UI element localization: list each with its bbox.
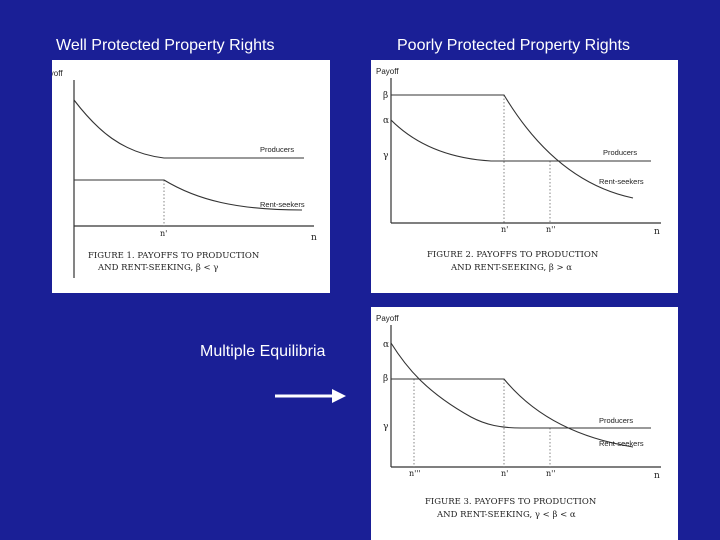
- rent-seekers-label: Rent-seekers: [599, 177, 644, 186]
- figure-2-panel: Payoff n β α γ n' n'' Producers Rent-see…: [371, 60, 678, 293]
- figure-3-panel: Payoff n α β γ n''' n' n'' Producers Ren…: [371, 307, 678, 540]
- figure-3-caption-line-1: FIGURE 3. PAYOFFS TO PRODUCTION: [425, 497, 597, 507]
- tick-beta: β: [383, 374, 388, 384]
- rent-seekers-label: Rent-seekers: [260, 200, 305, 209]
- producers-label: Producers: [260, 145, 294, 154]
- tick-alpha: α: [383, 340, 389, 350]
- heading-multiple-equilibria: Multiple Equilibria: [200, 343, 326, 360]
- tick-n-prime: n': [501, 469, 508, 478]
- tick-gamma: γ: [383, 422, 388, 432]
- figure-3-diagram: Payoff n α β γ n''' n' n'' Producers Ren…: [376, 314, 661, 520]
- producers-curve: [390, 119, 651, 162]
- producers-curve: [73, 99, 304, 159]
- figure-2-caption-line-1: FIGURE 2. PAYOFFS TO PRODUCTION: [427, 250, 599, 260]
- figure-3-caption-line-2: AND RENT-SEEKING, γ < β < α: [436, 510, 576, 520]
- y-axis-label: Payoff: [376, 67, 399, 76]
- figure-1-caption-line-1: FIGURE 1. PAYOFFS TO PRODUCTION: [88, 251, 260, 261]
- heading-well-protected: Well Protected Property Rights: [56, 37, 275, 54]
- figure-1-diagram: Payoff n α γ β n' Producers Rent-seekers…: [52, 69, 317, 278]
- tick-n-prime: n': [501, 225, 508, 234]
- figure-2-caption-line-2: AND RENT-SEEKING, β > α: [450, 263, 572, 273]
- y-axis-label: Payoff: [52, 69, 63, 78]
- x-axis-label: n: [654, 471, 660, 481]
- x-axis-label: n: [654, 227, 660, 237]
- x-axis-label: n: [311, 233, 317, 243]
- figure-1-panel: Payoff n α γ β n' Producers Rent-seekers…: [52, 60, 330, 293]
- rent-seekers-label: Rent-seekers: [599, 439, 644, 448]
- rent-seekers-curve: [391, 94, 634, 199]
- producers-label: Producers: [603, 148, 637, 157]
- tick-n-double-prime: n'': [546, 225, 556, 234]
- tick-n-prime: n': [160, 229, 167, 238]
- tick-n-triple-prime: n''': [409, 469, 421, 478]
- tick-beta: β: [383, 91, 388, 101]
- figure-1-caption-line-2: AND RENT-SEEKING, β < γ: [97, 263, 218, 273]
- tick-gamma: γ: [383, 151, 388, 161]
- rent-seekers-curve: [391, 378, 634, 448]
- tick-n-double-prime: n'': [546, 469, 556, 478]
- producers-label: Producers: [599, 416, 633, 425]
- rent-seekers-curve: [74, 179, 303, 211]
- right-arrow-icon: [275, 389, 346, 403]
- producers-curve: [390, 342, 651, 429]
- tick-alpha: α: [383, 116, 389, 126]
- figure-2-diagram: Payoff n β α γ n' n'' Producers Rent-see…: [376, 67, 661, 273]
- heading-poorly-protected: Poorly Protected Property Rights: [397, 37, 630, 54]
- y-axis-label: Payoff: [376, 314, 399, 323]
